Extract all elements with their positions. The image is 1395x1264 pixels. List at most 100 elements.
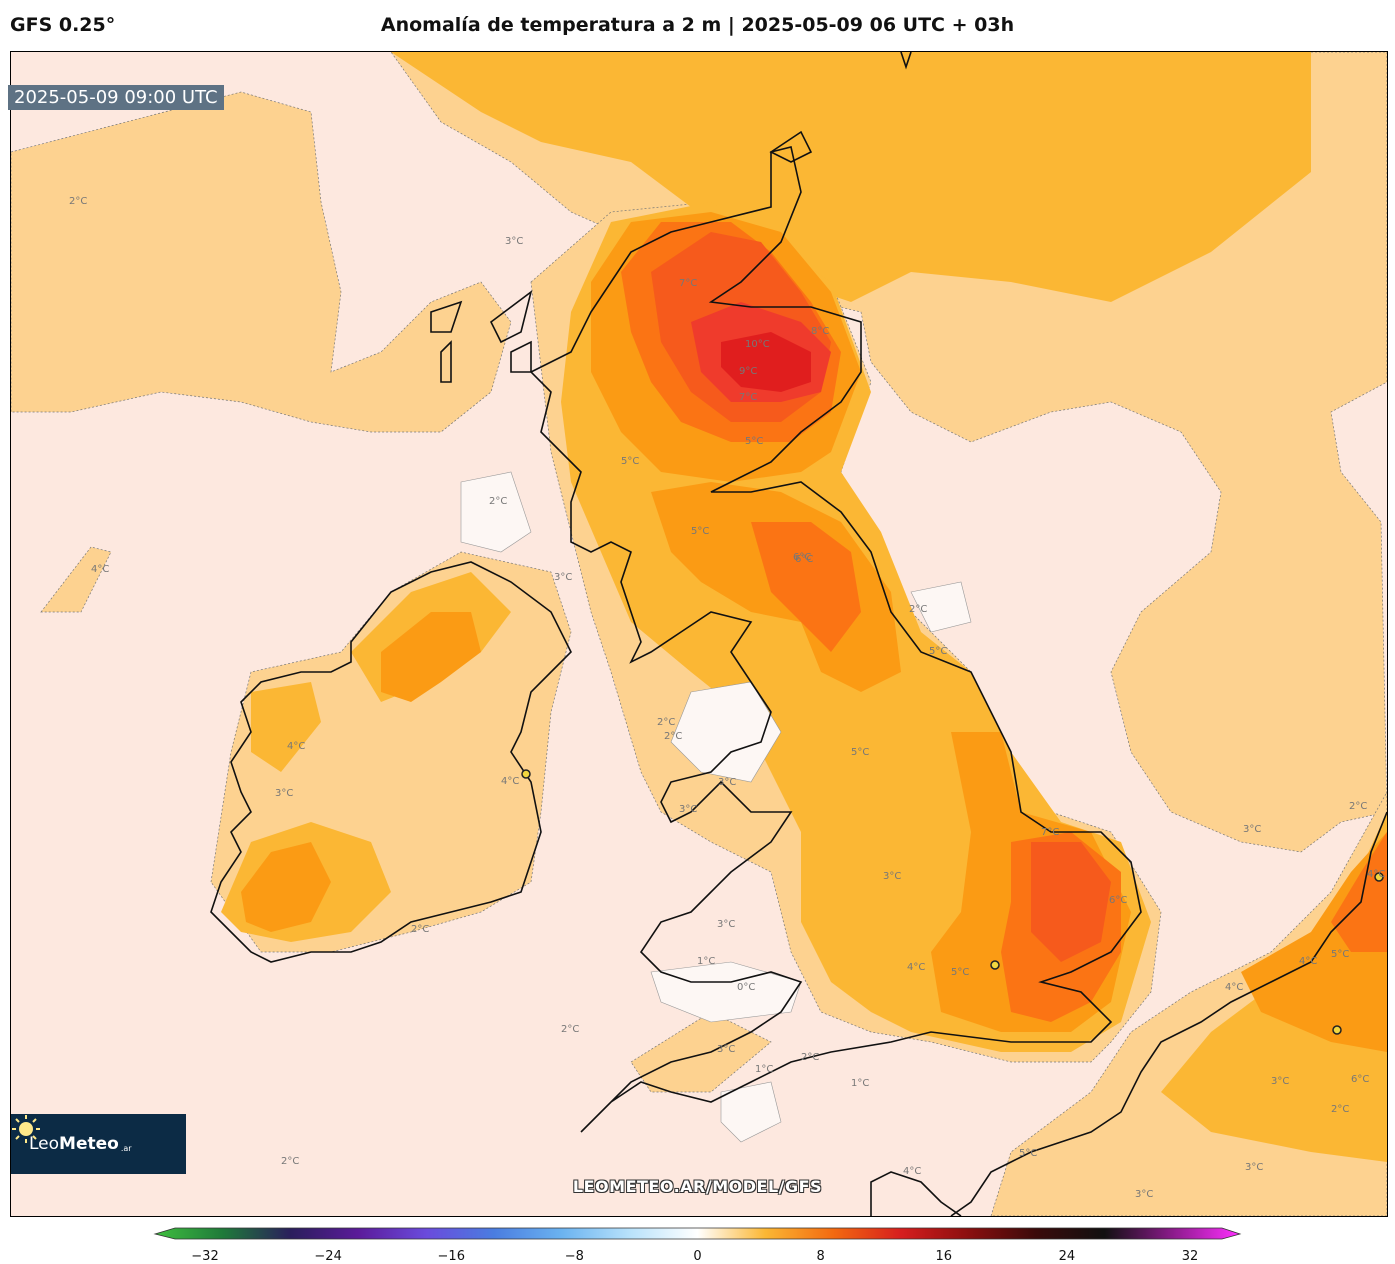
sun-icon [12, 1115, 40, 1143]
coast-france-north [870, 1171, 962, 1216]
contour-label: 4°C [91, 564, 109, 575]
contour-label: 2°C [281, 1156, 299, 1167]
contour-label: 7°C [1041, 827, 1059, 838]
contour-label: 2°C [1349, 801, 1367, 812]
colorbar-tick-label: 16 [935, 1249, 953, 1264]
contour-label: 2°C [909, 604, 927, 615]
coast-shetland [900, 52, 912, 70]
valid-time-badge: 2025-05-09 09:00 UTC [8, 85, 224, 110]
contour-label: 4°C [907, 962, 925, 973]
zone-cool-pocket-4 [910, 581, 972, 633]
contour-label: 4°C [1367, 869, 1385, 880]
contour-label: 5°C [745, 436, 763, 447]
zone-4-5-ireland-west [251, 682, 321, 772]
colorbar-tick-label: 0 [693, 1249, 702, 1264]
zone-2-4-atlantic-west [11, 91, 512, 433]
coast-ireland [210, 561, 572, 963]
city-markers [521, 769, 1384, 1035]
contour-label: 3°C [718, 777, 736, 788]
contour-label: 2°C [69, 196, 87, 207]
contour-label: 3°C [1243, 824, 1261, 835]
city-marker-dublin [521, 769, 531, 779]
anomaly-map: 2°C 3°C 4°C 2°C 3°C 5°C 6°C 7°C 8°C 9°C 10°C 7°C 5°C… [11, 52, 1387, 1216]
zone-2-4-sw-patch [40, 546, 112, 613]
zone-5-6-continent [1241, 832, 1387, 1052]
contour-label: 1°C [697, 956, 715, 967]
contour-label: 6°C [793, 552, 811, 563]
contour-label: 0°C [737, 982, 755, 993]
contour-label: 3°C [1135, 1189, 1153, 1200]
city-marker-brussels [1332, 1025, 1342, 1035]
zone-4-5-north [391, 52, 1311, 302]
contour-label: 7°C [679, 278, 697, 289]
zone-cool-pocket-1 [650, 961, 802, 1023]
contour-label: 5°C [851, 747, 869, 758]
contour-label: 7°C [739, 392, 757, 403]
model-label: GFS 0.25° [10, 14, 116, 36]
source-watermark: LEOMETEO.AR/MODEL/GFS [572, 1177, 823, 1196]
zone-7-8-east [1031, 842, 1111, 962]
coastlines [210, 52, 1387, 1216]
logo-text: LeoMeteo [29, 1134, 119, 1154]
contour-labels: 2°C 3°C 4°C 2°C 3°C 5°C 6°C 7°C 8°C 9°C 10°C 7°C 5°C… [69, 196, 1385, 1200]
contour-label: 10°C [745, 339, 770, 350]
contour-label: 2°C [489, 496, 507, 507]
contour-label: 5°C [621, 456, 639, 467]
contour-label: 1°C [755, 1064, 773, 1075]
zone-6-7-england [751, 522, 861, 652]
contour-label: 6°C [795, 554, 813, 565]
contour-label: 3°C [275, 788, 293, 799]
contour-label: 6°C [1109, 895, 1127, 906]
coast-hebrides [430, 290, 533, 383]
colorbar-body [153, 1227, 1242, 1240]
colorbar [153, 1227, 1242, 1240]
contour-label: 5°C [1019, 1148, 1037, 1159]
contour-label: 3°C [1271, 1076, 1289, 1087]
leometeo-logo: LeoMeteo .ar [11, 1114, 186, 1174]
colorbar-tick-label: −8 [564, 1249, 584, 1264]
contour-label: 3°C [717, 919, 735, 930]
coast-orkney [769, 130, 813, 163]
contour-label: 8°C [811, 326, 829, 337]
coast-great-britain [529, 146, 1142, 1133]
colorbar-tick-label: 32 [1181, 1249, 1199, 1264]
contour-label: 9°C [739, 366, 757, 377]
zone-6-7-continent [1331, 832, 1387, 952]
contour-label: 2°C [664, 731, 682, 742]
zone-5-6-ireland-north [381, 612, 481, 702]
zone-cool-pocket-5 [460, 471, 532, 553]
zone-cool-pocket-3 [720, 1081, 782, 1143]
zone-2-4-biscay [630, 1011, 772, 1093]
contour-label: 3°C [505, 236, 523, 247]
contour-label: 3°C [883, 871, 901, 882]
colorbar-tick-label: 24 [1058, 1249, 1076, 1264]
contour-label: 2°C [657, 717, 675, 728]
contour-label: 2°C [801, 1052, 819, 1063]
contour-label: 5°C [691, 526, 709, 537]
coast-continent [950, 811, 1387, 1216]
contour-label: 6°C [1351, 1074, 1369, 1085]
zone-9-10-scotland [721, 332, 811, 392]
colorbar-tick-label: −16 [437, 1249, 465, 1264]
contour-label: 3°C [717, 1044, 735, 1055]
contour-label: 5°C [929, 646, 947, 657]
map-panel: 2°C 3°C 4°C 2°C 3°C 5°C 6°C 7°C 8°C 9°C 10°C 7°C 5°C… [10, 51, 1388, 1217]
contour-label: 4°C [501, 776, 519, 787]
map-title: Anomalía de temperatura a 2 m | 2025-05-… [380, 14, 1015, 36]
contour-label: 2°C [561, 1024, 579, 1035]
contour-label: 1°C [851, 1078, 869, 1089]
contour-label: 4°C [1225, 982, 1243, 993]
contour-label: 4°C [1299, 956, 1317, 967]
city-marker-london [990, 960, 1000, 970]
city-marker-amsterdam [1374, 872, 1384, 882]
colorbar-tick-label: 8 [816, 1249, 825, 1264]
anomaly-fills [11, 52, 1387, 1216]
zone-5-6-ireland-sw [241, 842, 331, 932]
contour-label: 4°C [287, 741, 305, 752]
contour-label: 2°C [1331, 1104, 1349, 1115]
contour-label: 2°C [411, 924, 429, 935]
colorbar-tick-label: −32 [191, 1249, 219, 1264]
contour-label: 5°C [951, 967, 969, 978]
contour-label: 4°C [903, 1166, 921, 1177]
logo-suffix: .ar [120, 1143, 132, 1153]
